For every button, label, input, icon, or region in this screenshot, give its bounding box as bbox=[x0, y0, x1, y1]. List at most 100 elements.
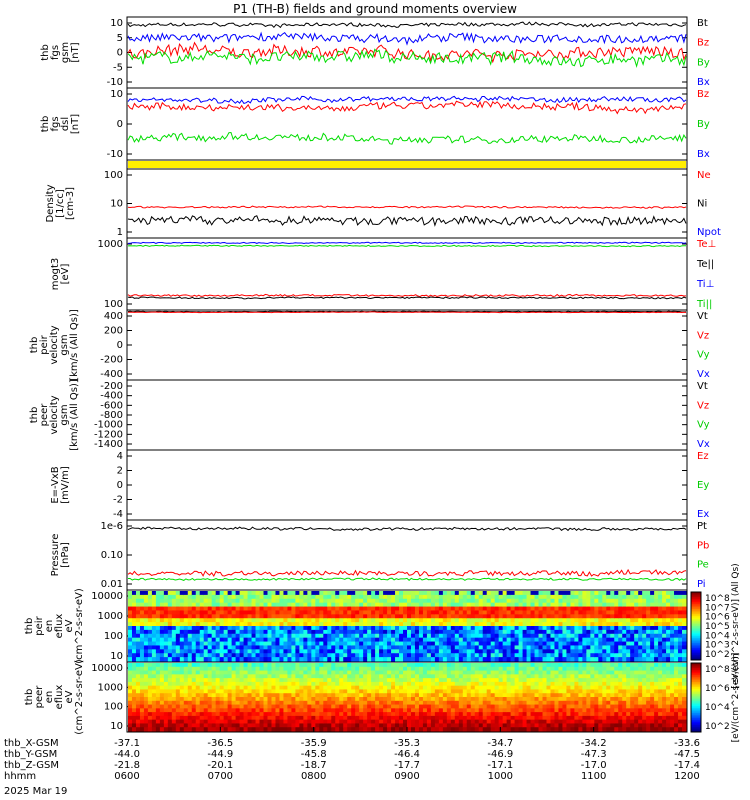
spectrogram-cell bbox=[311, 653, 316, 658]
spectrogram-cell bbox=[438, 712, 444, 717]
spectrogram-cell bbox=[199, 614, 205, 619]
spectrogram-cell bbox=[243, 641, 249, 647]
spectrogram-cell bbox=[219, 670, 225, 675]
spectrogram-cell bbox=[562, 591, 568, 596]
spectrogram-cell bbox=[434, 633, 440, 639]
spectrogram-cell bbox=[562, 618, 568, 623]
spectrogram-cell bbox=[534, 606, 540, 612]
spectrogram-cell bbox=[622, 598, 627, 604]
spectrogram-cell bbox=[422, 649, 428, 654]
spectrogram-cell bbox=[175, 645, 181, 650]
spectrogram-cell bbox=[303, 645, 308, 650]
spectrogram-cell bbox=[235, 641, 241, 647]
spectrogram-cell bbox=[131, 629, 137, 635]
spectrogram-cell bbox=[355, 663, 360, 668]
spectrogram-cell bbox=[299, 645, 304, 650]
spectrogram-cell bbox=[534, 610, 540, 615]
spectrogram-cell bbox=[379, 629, 384, 635]
spectrogram-cell bbox=[295, 618, 300, 623]
spectrogram-cell bbox=[283, 657, 289, 662]
spectrogram-cell bbox=[363, 666, 368, 672]
spectrogram-cell bbox=[367, 681, 372, 687]
spectrogram-cell bbox=[231, 670, 237, 675]
spectrogram-cell bbox=[498, 629, 504, 635]
spectrogram-cell bbox=[379, 700, 384, 706]
spectrogram-cell bbox=[570, 670, 575, 675]
spectrogram-cell bbox=[159, 719, 165, 725]
spectrogram-cell bbox=[626, 649, 631, 654]
spectrogram-cell bbox=[522, 591, 528, 596]
spectrogram-cell bbox=[662, 653, 667, 658]
spectrogram-cell bbox=[267, 685, 273, 691]
spectrogram-cell bbox=[434, 594, 440, 600]
spectrogram-cell bbox=[151, 727, 157, 732]
spectrogram-cell bbox=[562, 700, 568, 706]
spectrogram-cell bbox=[143, 602, 149, 608]
spectrogram-cell bbox=[614, 678, 619, 683]
spectrogram-cell bbox=[642, 594, 647, 600]
spectrogram-cell bbox=[151, 637, 157, 643]
spectrogram-cell bbox=[347, 594, 352, 600]
spectrogram-cell bbox=[211, 633, 217, 639]
spectrogram-cell bbox=[434, 629, 440, 635]
spectrogram-cell bbox=[530, 618, 536, 623]
spectrogram-cell bbox=[231, 606, 237, 612]
spectrogram-cell bbox=[303, 678, 308, 683]
spectrogram-cell bbox=[590, 602, 595, 608]
spectrogram-cell bbox=[391, 622, 396, 627]
spectrogram-cell bbox=[239, 618, 245, 623]
spectrogram-cell bbox=[426, 689, 432, 694]
spectrogram-cell bbox=[135, 715, 141, 721]
spectrogram-cell bbox=[131, 715, 137, 721]
spectrogram-cell bbox=[319, 715, 324, 721]
spectrogram-cell bbox=[546, 598, 552, 604]
spectrogram-cell bbox=[323, 606, 328, 612]
spectrogram-cell bbox=[538, 704, 544, 709]
spectrogram-cell bbox=[267, 666, 273, 672]
spectrogram-cell bbox=[486, 657, 492, 662]
spectrogram-cell bbox=[239, 674, 245, 679]
spectrogram-cell bbox=[610, 697, 615, 702]
spectrogram-cell bbox=[494, 666, 500, 672]
spectrogram-cell bbox=[391, 598, 396, 604]
spectrogram-cell bbox=[558, 712, 564, 717]
spectrogram-cell bbox=[642, 622, 647, 627]
spectrogram-cell bbox=[438, 666, 444, 672]
spectrogram-cell bbox=[418, 614, 424, 619]
spectrogram-cell bbox=[143, 626, 149, 631]
spectrogram-cell bbox=[195, 591, 201, 596]
spectrogram-cell bbox=[275, 645, 281, 650]
spectrogram-cell bbox=[315, 681, 320, 687]
spectrogram-cell bbox=[582, 598, 587, 604]
spectrogram-cell bbox=[530, 602, 536, 608]
spectrogram-cell bbox=[155, 649, 161, 654]
spectrogram-cell bbox=[566, 685, 572, 691]
spectrogram-cell bbox=[622, 614, 627, 619]
spectrogram-cell bbox=[163, 689, 169, 694]
series-line-Te⊥ bbox=[127, 293, 687, 298]
spectrogram-cell bbox=[630, 614, 635, 619]
spectrogram-cell bbox=[470, 633, 476, 639]
spectrogram-cell bbox=[418, 719, 424, 725]
spectrogram-cell bbox=[462, 594, 468, 600]
spectrogram-cell bbox=[223, 723, 229, 728]
spectrogram-cell bbox=[219, 618, 225, 623]
spectrogram-cell bbox=[319, 618, 324, 623]
spectrogram-cell bbox=[598, 626, 603, 631]
spectrogram-cell bbox=[590, 674, 595, 679]
series-line-Ne bbox=[127, 205, 687, 209]
y-axis-label-line: [km/s (All Qs)] bbox=[69, 379, 80, 451]
spectrogram-cell bbox=[399, 666, 404, 672]
spectrogram-cell bbox=[175, 689, 181, 694]
spectrogram-cell bbox=[395, 618, 400, 623]
spectrogram-cell bbox=[670, 610, 675, 615]
spectrogram-cell bbox=[546, 614, 552, 619]
spectrogram-cell bbox=[618, 719, 623, 725]
spectrogram-cell bbox=[590, 712, 595, 717]
spectrogram-cell bbox=[247, 610, 253, 615]
spectrogram-cell bbox=[275, 693, 281, 698]
spectrogram-cell bbox=[227, 657, 233, 662]
spectrogram-cell bbox=[267, 610, 273, 615]
spectrogram-cell bbox=[251, 637, 257, 643]
spectrogram-cell bbox=[247, 657, 253, 662]
